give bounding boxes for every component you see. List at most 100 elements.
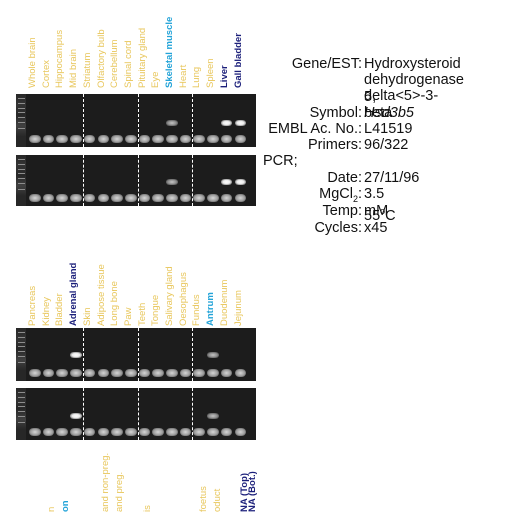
primer-dimer-band bbox=[42, 428, 55, 436]
lane-label: Cortex bbox=[40, 60, 52, 88]
lane-label: and non-preg. bbox=[100, 452, 111, 512]
dna-ladder bbox=[16, 388, 26, 440]
lane-label: Lung bbox=[191, 66, 203, 88]
primer-dimer-band bbox=[166, 135, 178, 143]
lane-group-divider bbox=[82, 388, 84, 440]
primer-dimer-band bbox=[111, 194, 123, 202]
primers-value: 96/322 bbox=[364, 137, 409, 153]
lane-label: Duodenum bbox=[218, 279, 230, 326]
lane-label: n bbox=[46, 506, 57, 512]
lane-group-divider bbox=[192, 155, 194, 206]
primer-dimer-band bbox=[56, 369, 69, 377]
pcr-product-band bbox=[207, 413, 219, 419]
primer-dimer-band bbox=[29, 428, 41, 436]
lane-group-divider bbox=[192, 328, 194, 381]
primer-dimer-band bbox=[138, 428, 151, 436]
pcr-product-band bbox=[234, 120, 247, 126]
primer-dimer-band bbox=[220, 428, 233, 436]
dna-ladder bbox=[16, 328, 26, 381]
primer-dimer-band bbox=[56, 428, 69, 436]
lane-label: Adipose tissue bbox=[95, 264, 107, 326]
primer-dimer-band bbox=[124, 428, 137, 436]
ladder-band bbox=[18, 351, 25, 352]
primer-dimer-band bbox=[166, 194, 178, 202]
primer-dimer-band bbox=[97, 135, 110, 143]
primer-dimer-band bbox=[83, 428, 96, 436]
primer-dimer-band bbox=[220, 369, 233, 377]
ladder-band bbox=[18, 406, 25, 407]
lane-label: Long bone bbox=[109, 281, 121, 326]
primer-dimer-band bbox=[29, 194, 41, 202]
pcr-product-band bbox=[220, 179, 233, 185]
ladder-band bbox=[18, 416, 25, 417]
lane-label: foetus bbox=[198, 486, 209, 512]
lane-label: Fundus bbox=[191, 294, 203, 326]
temp-value: 55oC bbox=[364, 203, 396, 224]
lane-group-divider bbox=[192, 94, 194, 147]
lane-label: Kidney bbox=[40, 296, 52, 326]
date-key: Date: bbox=[327, 170, 362, 186]
ladder-band bbox=[18, 122, 25, 123]
ladder-band bbox=[18, 332, 25, 333]
mgcl2-key-sub: 2 bbox=[352, 193, 358, 204]
lane-label: Antrum bbox=[205, 292, 217, 326]
primer-dimer-band bbox=[42, 369, 55, 377]
lane-label: Olfactory bulb bbox=[95, 29, 107, 88]
cycles-value: x45 bbox=[364, 220, 388, 236]
primer-dimer-band bbox=[179, 194, 192, 202]
pcr-product-band bbox=[234, 179, 247, 185]
lane-label: Adrenal gland bbox=[68, 262, 80, 326]
lane-group-divider bbox=[137, 155, 139, 206]
gel-panel-2-top bbox=[16, 328, 256, 381]
lane-label: on bbox=[60, 500, 71, 512]
lane-label: Cerebellum bbox=[109, 39, 121, 88]
mgcl2-value: 3.5 mM bbox=[364, 186, 389, 219]
temp-value-degree: o bbox=[380, 206, 386, 216]
ladder-band bbox=[18, 337, 25, 338]
lane-group-divider bbox=[137, 388, 139, 440]
gel-panel-1-top bbox=[16, 94, 256, 147]
ladder-band bbox=[18, 411, 25, 412]
lane-label: Paw bbox=[122, 307, 134, 326]
primer-dimer-band bbox=[152, 428, 164, 436]
primer-dimer-band bbox=[97, 428, 110, 436]
mgcl2-key: MgCl2: bbox=[262, 186, 362, 207]
primers-key: Primers: bbox=[308, 137, 362, 153]
primer-dimer-band bbox=[97, 369, 110, 377]
primer-dimer-band bbox=[124, 369, 137, 377]
lane-label: is bbox=[142, 505, 153, 512]
ladder-band bbox=[18, 108, 25, 109]
primer-dimer-band bbox=[220, 135, 233, 143]
primer-dimer-band bbox=[111, 135, 123, 143]
lane-label: Liver bbox=[218, 65, 230, 88]
pcr-product-band bbox=[220, 120, 233, 126]
ladder-band bbox=[18, 169, 25, 170]
primer-dimer-band bbox=[83, 135, 96, 143]
ladder-band bbox=[18, 342, 25, 343]
primer-dimer-band bbox=[179, 428, 192, 436]
primer-dimer-band bbox=[234, 135, 247, 143]
gel-panel-1-bottom bbox=[16, 155, 256, 206]
lane-label: Spinal cord bbox=[122, 40, 134, 88]
temp-value-number: 55 bbox=[364, 207, 381, 224]
primer-dimer-band bbox=[56, 135, 69, 143]
primer-dimer-band bbox=[124, 194, 137, 202]
primer-dimer-band bbox=[29, 135, 41, 143]
primer-dimer-band bbox=[111, 369, 123, 377]
ladder-band bbox=[18, 183, 25, 184]
primer-dimer-band bbox=[220, 194, 233, 202]
gene-value-line-2: dehydrogenase 5, bbox=[364, 72, 464, 105]
ladder-band bbox=[18, 402, 25, 403]
primer-dimer-band bbox=[56, 194, 69, 202]
lane-group-divider bbox=[82, 155, 84, 206]
primer-dimer-band bbox=[42, 194, 55, 202]
lane-label: Salivary gland bbox=[164, 266, 175, 326]
ladder-band bbox=[18, 346, 25, 347]
dna-ladder bbox=[16, 94, 26, 147]
primer-dimer-band bbox=[83, 194, 96, 202]
dna-ladder bbox=[16, 155, 26, 206]
pcr-product-band bbox=[70, 352, 82, 358]
primer-dimer-band bbox=[111, 428, 123, 436]
lane-label: Teeth bbox=[136, 302, 148, 326]
lane-label: Eye bbox=[150, 71, 162, 88]
